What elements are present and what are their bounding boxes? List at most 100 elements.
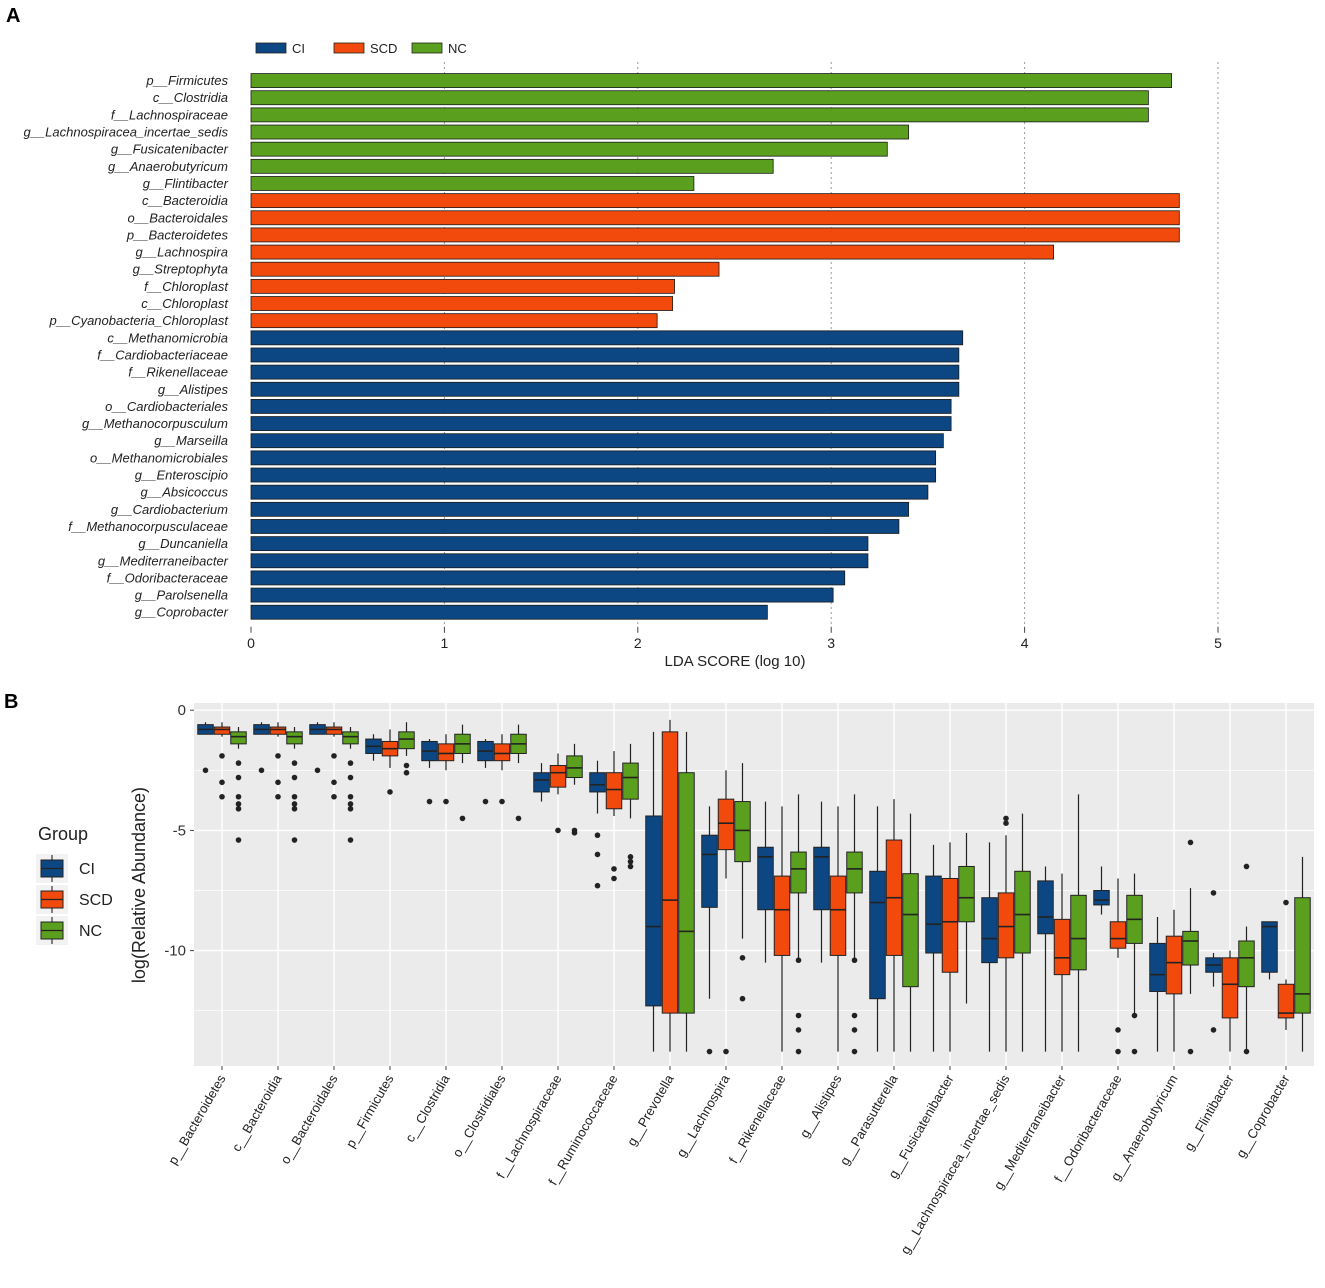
outlier-nc xyxy=(795,1012,802,1019)
bar-c-methanomicrobia xyxy=(250,330,964,346)
bar-o-methanomicrobiales xyxy=(250,450,937,466)
outlier-ci xyxy=(594,851,601,858)
outlier-nc xyxy=(235,760,242,766)
outlier-ci xyxy=(594,882,601,889)
bar-g-streptophyta xyxy=(250,261,720,277)
box-group-g-lachnospiracea-incertae-sedis xyxy=(981,813,1031,1052)
box-group-g-anaerobutyricum xyxy=(1149,839,1199,1055)
box-nc xyxy=(1070,894,1087,971)
outlier-nc xyxy=(627,854,634,860)
bar-label-c-clostridia: c__Clostridia xyxy=(153,90,228,105)
box-scd xyxy=(549,765,567,788)
outlier-nc xyxy=(1243,863,1250,870)
outlier-nc xyxy=(739,995,746,1002)
ytick-label-10: -10 xyxy=(164,943,186,960)
outlier-nc xyxy=(347,805,354,812)
bar-label-g-lachnospira: g__Lachnospira xyxy=(135,245,228,260)
bar-f-cardiobacteriaceae xyxy=(250,347,960,363)
outlier-ci xyxy=(258,767,265,774)
outlier-nc xyxy=(347,774,354,781)
outlier-scd xyxy=(555,827,561,834)
plot-background xyxy=(194,703,1314,1066)
bar-f-rikenellaceae xyxy=(250,364,960,380)
xtick-label-g-coprobacter: g__Coprobacter xyxy=(1233,1071,1293,1160)
outlier-scd xyxy=(1003,815,1009,822)
legend-b: Group CI SCD NC xyxy=(36,824,113,945)
box-group-g-parasutterella xyxy=(869,799,919,1052)
outlier-nc xyxy=(571,830,578,836)
box-scd xyxy=(1165,935,1183,995)
box-nc xyxy=(398,731,415,750)
bar-p-cyanobacteria-chloroplast xyxy=(250,313,658,329)
outlier-scd xyxy=(275,793,281,800)
bar-g-anaerobutyricum xyxy=(250,158,774,174)
outlier-nc xyxy=(739,955,746,961)
box-scd xyxy=(1277,983,1295,1019)
outlier-nc xyxy=(291,801,298,807)
outlier-nc xyxy=(403,762,410,769)
bar-o-bacteroidales xyxy=(250,210,1180,226)
bar-g-coprobacter xyxy=(250,604,768,620)
box-ci xyxy=(1093,890,1110,906)
legend-title: Group xyxy=(38,824,88,844)
bar-c-bacteroidia xyxy=(250,193,1180,209)
box-scd xyxy=(269,726,287,735)
bar-g-enteroscipio xyxy=(250,467,937,483)
legend-label-ci: CI xyxy=(292,41,305,56)
bar-g-parolsenella xyxy=(250,587,834,603)
box-scd xyxy=(1109,921,1127,949)
outlier-nc xyxy=(1243,1048,1250,1055)
outlier-scd xyxy=(331,779,337,786)
box-ci xyxy=(701,834,718,908)
bar-label-o-cardiobacteriales: o__Cardiobacteriales xyxy=(105,399,228,414)
box-group-p-bacteroidetes xyxy=(197,722,247,843)
xtick-label-f-rikenellaceae: f__Rikenellaceae xyxy=(726,1072,789,1166)
xtick-label-5: 5 xyxy=(1214,635,1222,651)
box-group-f-odoribacteraceae xyxy=(1093,866,1143,1055)
ytick-label-0: 0 xyxy=(178,702,186,719)
box-nc xyxy=(846,851,863,894)
bar-p-bacteroidetes xyxy=(250,227,1180,243)
outlier-scd xyxy=(723,1048,729,1055)
bar-label-f-lachnospiraceae: f__Lachnospiraceae xyxy=(111,107,228,122)
bar-label-g-cardiobacterium: g__Cardiobacterium xyxy=(111,502,228,517)
box-nc xyxy=(734,801,751,863)
xtick-label-3: 3 xyxy=(827,635,835,651)
bar-label-g-mediterraneibacter: g__Mediterraneibacter xyxy=(98,553,229,568)
bar-c-clostridia xyxy=(250,90,1149,106)
outlier-nc xyxy=(627,858,634,865)
box-scd xyxy=(661,731,679,1014)
box-group-f-lachnospiraceae xyxy=(533,743,583,836)
outlier-scd xyxy=(275,753,281,759)
bar-label-c-chloroplast: c__Chloroplast xyxy=(141,296,229,311)
outlier-nc xyxy=(1187,1048,1194,1055)
box-group-g-alistipes xyxy=(813,794,863,1055)
outlier-scd xyxy=(219,753,225,759)
box-scd xyxy=(773,875,791,956)
outlier-scd xyxy=(331,793,337,800)
box-scd xyxy=(941,877,959,973)
box-nc xyxy=(230,731,247,745)
bar-label-g-fusicatenibacter: g__Fusicatenibacter xyxy=(111,142,229,157)
outlier-scd xyxy=(1003,820,1009,826)
box-scd xyxy=(1221,957,1239,1019)
panel-a-label: A xyxy=(6,5,20,27)
outlier-scd xyxy=(443,798,449,805)
box-group-c-clostridia xyxy=(421,724,471,822)
bar-label-o-methanomicrobiales: o__Methanomicrobiales xyxy=(90,450,229,465)
bar-g-lachnospiracea-incertae-sedis xyxy=(250,124,909,140)
outlier-nc xyxy=(347,760,354,766)
bar-g-methanocorpusculum xyxy=(250,416,952,431)
panel-b-label: B xyxy=(4,691,18,713)
outlier-nc xyxy=(627,863,634,870)
box-scd xyxy=(437,743,455,762)
outlier-ci xyxy=(706,1048,713,1055)
box-scd xyxy=(213,726,231,735)
outlier-scd xyxy=(331,753,337,759)
bar-p-firmicutes xyxy=(250,73,1172,88)
box-nc xyxy=(566,755,583,779)
outlier-nc xyxy=(291,774,298,781)
box-scd xyxy=(829,875,847,956)
box-ci xyxy=(533,772,550,793)
